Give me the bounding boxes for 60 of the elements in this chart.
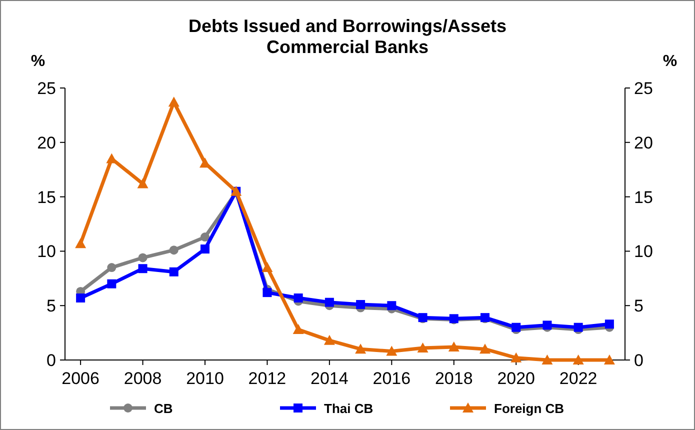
point <box>138 264 148 274</box>
point <box>572 354 584 364</box>
y2-tick-label: 15 <box>634 188 653 207</box>
point <box>604 354 615 364</box>
y-tick-label: 25 <box>37 79 56 98</box>
y2-axis-title: % <box>662 53 678 70</box>
point <box>76 293 86 302</box>
point <box>200 232 210 242</box>
point <box>107 279 116 288</box>
point <box>510 352 522 362</box>
point <box>168 96 180 107</box>
y-tick-label: 5 <box>46 296 56 316</box>
x-tick-label: 2008 <box>124 369 162 388</box>
point <box>417 342 428 353</box>
point <box>75 238 86 248</box>
legend-label: Thai CB <box>324 401 374 416</box>
point <box>137 178 148 188</box>
point <box>294 293 303 302</box>
point <box>138 253 148 262</box>
point <box>512 322 521 332</box>
chart-title: Debts Issued and Borrowings/Assets Commercial Banks <box>188 16 507 57</box>
y-tick-label: 10 <box>37 242 56 262</box>
y-tick-label: 15 <box>37 188 56 207</box>
point <box>324 334 335 345</box>
point <box>356 300 366 310</box>
point <box>604 320 614 329</box>
y2-tick-label: 0 <box>634 351 644 370</box>
x-tick-label: 2006 <box>62 369 100 388</box>
y2-tick-label: 10 <box>634 242 653 262</box>
x-tick-label: 2022 <box>559 369 598 388</box>
point <box>292 324 304 334</box>
point <box>262 262 273 272</box>
x-tick-label: 2020 <box>497 369 536 388</box>
y-axis-title: % <box>30 53 46 70</box>
x-tick-label: 2014 <box>310 369 348 388</box>
x-tick-label: 2010 <box>186 369 224 388</box>
point <box>574 322 583 332</box>
legend-label: CB <box>154 401 173 416</box>
point <box>448 341 460 352</box>
point <box>324 298 334 307</box>
point <box>169 246 178 255</box>
point <box>200 244 210 254</box>
point <box>386 346 398 356</box>
y-tick-label: 0 <box>46 351 56 370</box>
y-tick-label: 20 <box>37 133 56 152</box>
point <box>480 344 490 354</box>
y2-tick-label: 20 <box>634 133 653 152</box>
point <box>200 158 210 168</box>
point <box>542 354 553 364</box>
point <box>169 267 178 276</box>
y2-tick-label: 25 <box>634 79 653 98</box>
point <box>355 344 366 354</box>
x-tick-label: 2016 <box>372 369 411 388</box>
point <box>387 301 396 310</box>
x-tick-label: 2018 <box>434 369 473 388</box>
point <box>262 288 272 298</box>
y2-tick-label: 5 <box>634 296 644 316</box>
legend-label: Foreign CB <box>494 401 564 416</box>
point <box>107 263 116 272</box>
x-tick-label: 2012 <box>248 369 286 388</box>
